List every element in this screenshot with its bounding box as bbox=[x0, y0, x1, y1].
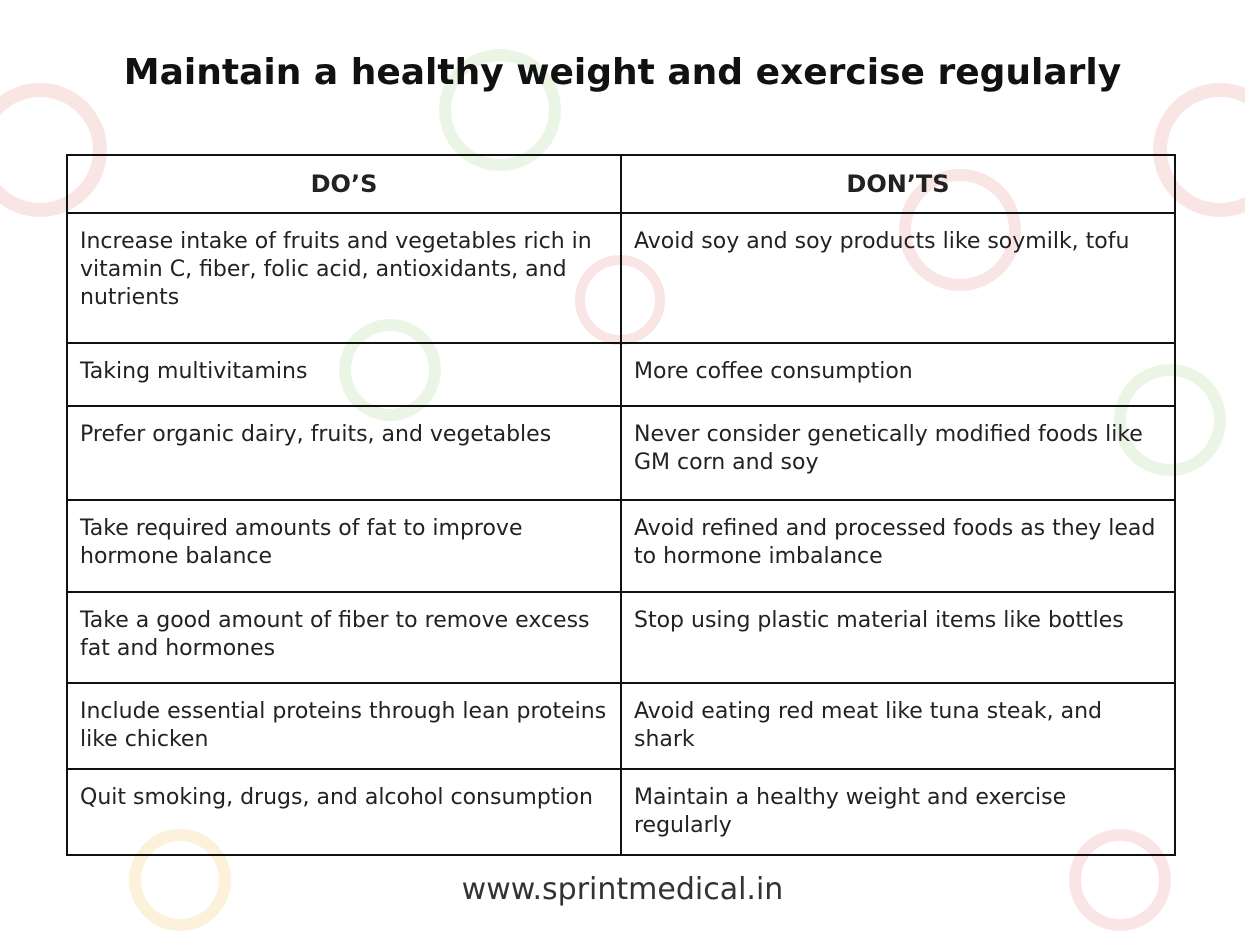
table-cell: Never consider genetically modified food… bbox=[620, 405, 1176, 501]
table-cell: Avoid refined and processed foods as the… bbox=[620, 499, 1176, 593]
table-row: Prefer organic dairy, fruits, and vegeta… bbox=[66, 405, 1176, 501]
table-cell: Avoid eating red meat like tuna steak, a… bbox=[620, 682, 1176, 770]
table-cell: Avoid soy and soy products like soymilk,… bbox=[620, 212, 1176, 344]
column-header: DON’TS bbox=[620, 154, 1176, 214]
table-row: Take a good amount of fiber to remove ex… bbox=[66, 591, 1176, 684]
website-url: www.sprintmedical.in bbox=[461, 872, 784, 907]
column-header: DO’S bbox=[66, 154, 622, 214]
table-cell: Increase intake of fruits and vegetables… bbox=[66, 212, 622, 344]
table-cell: Quit smoking, drugs, and alcohol consump… bbox=[66, 768, 622, 856]
table-row: Increase intake of fruits and vegetables… bbox=[66, 212, 1176, 344]
table-cell: Prefer organic dairy, fruits, and vegeta… bbox=[66, 405, 622, 501]
table-cell: Maintain a healthy weight and exercise r… bbox=[620, 768, 1176, 856]
table-row: Quit smoking, drugs, and alcohol consump… bbox=[66, 768, 1176, 856]
table-cell: Taking multivitamins bbox=[66, 342, 622, 407]
table-row: Taking multivitamins More coffee consumpt… bbox=[66, 342, 1176, 407]
table-cell: Stop using plastic material items like b… bbox=[620, 591, 1176, 684]
table-cell: Take required amounts of fat to improve … bbox=[66, 499, 622, 593]
table: DO’S DON’TS Increase intake of fruits an… bbox=[66, 154, 1176, 856]
table-cell: Take a good amount of fiber to remove ex… bbox=[66, 591, 622, 684]
table-row: Take required amounts of fat to improve … bbox=[66, 499, 1176, 593]
title: Maintain a healthy weight and exercise r… bbox=[123, 52, 1122, 93]
table-cell: More coffee consumption bbox=[620, 342, 1176, 407]
table-row: Include essential proteins through lean … bbox=[66, 682, 1176, 770]
table-cell: Include essential proteins through lean … bbox=[66, 682, 622, 770]
